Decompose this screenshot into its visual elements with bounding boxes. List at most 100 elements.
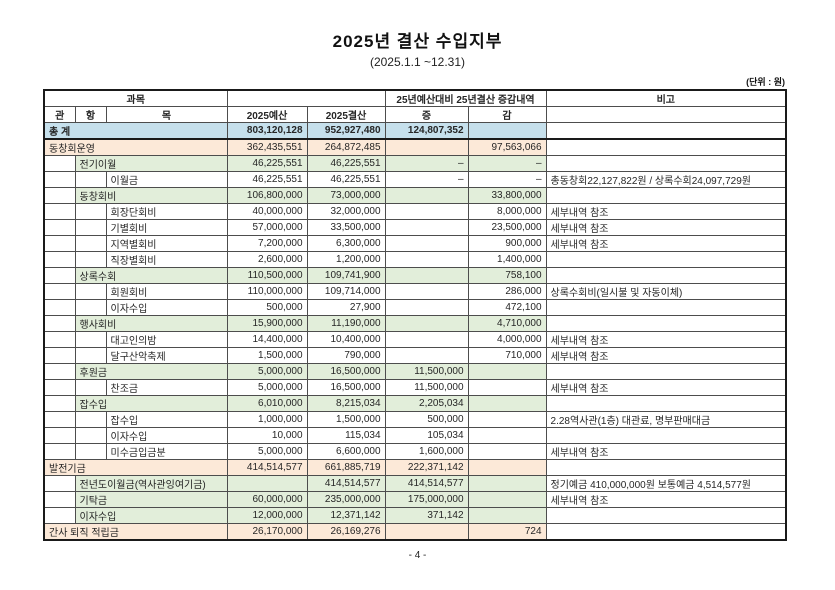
gwan-spacer-cell xyxy=(43,203,76,220)
page-number: - 4 - xyxy=(408,550,427,561)
gwan-spacer-cell xyxy=(43,171,76,188)
note-cell: 정기예금 410,000,000원 보통예금 4,514,577원 xyxy=(545,475,787,492)
account-label: 이월금 xyxy=(105,171,228,188)
decrease-cell xyxy=(467,507,547,524)
increase-cell xyxy=(384,523,469,541)
table-row: 지역별회비 7,200,000 6,300,000 900,000 세부내역 참조 xyxy=(43,235,787,252)
note-cell: 세부내역 참조 xyxy=(545,379,787,396)
table-row: 간사 퇴직 적립금 26,170,000 26,169,276 724 xyxy=(43,523,787,541)
decrease-cell xyxy=(467,475,547,492)
settlement-cell: 109,741,900 xyxy=(306,267,386,284)
table-row: 동창회비 106,800,000 73,000,000 33,800,000 xyxy=(43,187,787,204)
gwan-spacer-cell xyxy=(43,491,76,508)
account-label: 미수금입금분 xyxy=(105,443,228,460)
budget-cell: 12,000,000 xyxy=(226,507,308,524)
header-decrease: 감 xyxy=(467,106,547,123)
account-label: 기탁금 xyxy=(74,491,228,508)
account-label: 잡수입 xyxy=(105,411,228,428)
gwan-spacer-cell xyxy=(43,507,76,524)
note-cell xyxy=(545,187,787,204)
account-label: 동창회비 xyxy=(74,187,228,204)
increase-cell xyxy=(384,315,469,332)
settlement-cell: 1,500,000 xyxy=(306,411,386,428)
increase-cell: 175,000,000 xyxy=(384,491,469,508)
note-cell xyxy=(545,507,787,524)
header-mok: 목 xyxy=(105,106,228,123)
table-row: 후원금 5,000,000 16,500,000 11,500,000 xyxy=(43,363,787,380)
header-hang: 항 xyxy=(74,106,107,123)
settlement-cell: 6,300,000 xyxy=(306,235,386,252)
account-label: 총 계 xyxy=(43,122,228,140)
hang-spacer-cell xyxy=(74,203,107,220)
budget-cell: 46,225,551 xyxy=(226,171,308,188)
account-label: 이자수입 xyxy=(74,507,228,524)
table-row: 회원회비 110,000,000 109,714,000 286,000 상록수회비(일… xyxy=(43,283,787,300)
increase-cell: 105,034 xyxy=(384,427,469,444)
note-cell xyxy=(545,395,787,412)
note-cell xyxy=(545,138,787,156)
increase-cell xyxy=(384,203,469,220)
account-label: 전기이월 xyxy=(74,155,228,172)
increase-cell xyxy=(384,235,469,252)
gwan-spacer-cell xyxy=(43,443,76,460)
settlement-cell: 264,872,485 xyxy=(306,138,386,156)
hang-spacer-cell xyxy=(74,331,107,348)
hang-spacer-cell xyxy=(74,171,107,188)
note-cell xyxy=(545,523,787,541)
budget-cell: 10,000 xyxy=(226,427,308,444)
increase-cell: 124,807,352 xyxy=(384,122,469,140)
hang-spacer-cell xyxy=(74,347,107,364)
decrease-cell: 472,100 xyxy=(467,299,547,316)
settlement-cell: 661,885,719 xyxy=(306,459,386,476)
settlement-cell: 414,514,577 xyxy=(306,475,386,492)
gwan-spacer-cell xyxy=(43,331,76,348)
account-label: 전년도이월금(역사관잉여기금) xyxy=(74,475,228,492)
gwan-spacer-cell xyxy=(43,283,76,300)
settlement-cell: 16,500,000 xyxy=(306,379,386,396)
increase-cell xyxy=(384,219,469,236)
increase-cell: 222,371,142 xyxy=(384,459,469,476)
settlement-cell: 11,190,000 xyxy=(306,315,386,332)
budget-cell: 15,900,000 xyxy=(226,315,308,332)
budget-cell: 57,000,000 xyxy=(226,219,308,236)
table-row: 이자수입 500,000 27,900 472,100 xyxy=(43,299,787,316)
account-label: 직장별회비 xyxy=(105,251,228,268)
note-cell: 2.28역사관(1층) 대관료, 명부판매대금 xyxy=(545,411,787,428)
increase-cell xyxy=(384,187,469,204)
decrease-cell xyxy=(467,395,547,412)
decrease-cell: 758,100 xyxy=(467,267,547,284)
increase-cell xyxy=(384,251,469,268)
note-cell xyxy=(545,251,787,268)
budget-table: 과목 25년예산대비 25년결산 증감내역 비고 관 항 목 2025예산 20… xyxy=(43,89,788,541)
gwan-spacer-cell xyxy=(43,315,76,332)
hang-spacer-cell xyxy=(74,411,107,428)
gwan-spacer-cell xyxy=(43,347,76,364)
note-cell: 상록수회비(일시불 및 자동이체) xyxy=(545,283,787,300)
hang-spacer-cell xyxy=(74,219,107,236)
budget-cell: 106,800,000 xyxy=(226,187,308,204)
increase-cell xyxy=(384,283,469,300)
gwan-spacer-cell xyxy=(43,235,76,252)
gwan-spacer-cell xyxy=(43,427,76,444)
account-label: 달구산악축제 xyxy=(105,347,228,364)
budget-cell xyxy=(226,475,308,492)
settlement-cell: 46,225,551 xyxy=(306,171,386,188)
note-cell: 세부내역 참조 xyxy=(545,347,787,364)
gwan-spacer-cell xyxy=(43,267,76,284)
table-row: 잡수입 1,000,000 1,500,000 500,000 2.28역사관(1층) … xyxy=(43,411,787,428)
table-body: 총 계 803,120,128 952,927,480 124,807,352 동창회운… xyxy=(43,122,787,541)
table-row: 전년도이월금(역사관잉여기금) 414,514,577 414,514,577 정기예… xyxy=(43,475,787,492)
table-row: 발전기금 414,514,577 661,885,719 222,371,142 xyxy=(43,459,787,476)
decrease-cell: 33,800,000 xyxy=(467,187,547,204)
header-increase: 증 xyxy=(384,106,469,123)
note-cell: 세부내역 참조 xyxy=(545,219,787,236)
decrease-cell xyxy=(467,379,547,396)
budget-cell: 1,500,000 xyxy=(226,347,308,364)
settlement-cell: 26,169,276 xyxy=(306,523,386,541)
note-cell xyxy=(545,427,787,444)
page-title: 2025년 결산 수입지부 xyxy=(332,32,503,51)
table-header: 과목 25년예산대비 25년결산 증감내역 비고 관 항 목 2025예산 20… xyxy=(43,89,787,123)
settlement-cell: 10,400,000 xyxy=(306,331,386,348)
decrease-cell: – xyxy=(467,155,547,172)
